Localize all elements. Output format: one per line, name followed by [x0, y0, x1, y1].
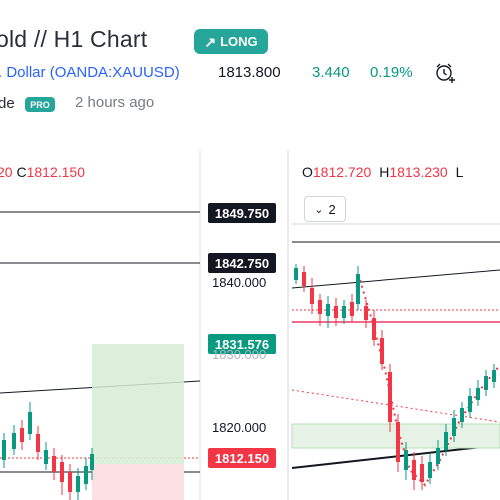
right-ohlc-legend: O1812.720 H1813.230 L [302, 164, 463, 180]
last-price: 1813.800 [218, 64, 281, 81]
left-ohlc-legend: 20 C1812.150 [0, 164, 85, 180]
right-ohlc-open-key: O [302, 164, 313, 180]
axis-tick-1830: 1830.000 [212, 347, 267, 362]
alarm-clock-icon[interactable] [432, 60, 458, 86]
arrow-up-right-icon: ↗ [204, 33, 217, 50]
collapse-count: 2 [328, 201, 336, 217]
target-zone [92, 344, 184, 464]
author-name[interactable]: de [0, 95, 15, 112]
indicator-collapse-button[interactable]: ⌄ 2 [304, 196, 346, 222]
right-candles [294, 264, 496, 490]
long-badge-label: LONG [220, 34, 258, 49]
chevron-down-icon: ⌄ [314, 203, 324, 216]
right-trend-top [291, 269, 500, 289]
idea-title: old // H1 Chart [0, 26, 148, 52]
long-badge: ↗ LONG [194, 29, 268, 54]
axis-tick-1820: 1820.000 [212, 420, 267, 435]
symbol-name-link[interactable]: Dollar [6, 64, 46, 81]
pro-badge: PRO [25, 97, 55, 112]
price-label-1849: 1849.750 [208, 203, 276, 223]
left-candles [2, 402, 94, 500]
symbol-row: ​. Dollar (OANDA:XAUUSD) [0, 64, 180, 81]
right-ohlc-low-key: L [455, 164, 464, 180]
right-dotted-line [291, 389, 500, 423]
right-ohlc-high-value: 1813.230 [389, 164, 448, 180]
price-label-1831: 1831.576 [208, 334, 276, 354]
price-change: 3.440 [312, 64, 350, 81]
price-label-1812: 1812.150 [208, 448, 276, 468]
symbol-code-link[interactable]: (OANDA:XAUUSD) [49, 64, 180, 81]
price-change-percent: 0.19% [370, 64, 413, 81]
right-projection-path [359, 279, 500, 487]
published-time: 2 hours ago [75, 94, 155, 111]
left-ohlc-close-value: 1812.150 [26, 164, 85, 180]
left-ohlc-close-key: C [16, 164, 27, 180]
left-ohlc-open-tail: 20 [0, 164, 13, 180]
price-label-1842: 1842.750 [208, 253, 276, 273]
right-ohlc-open-value: 1812.720 [312, 164, 372, 180]
stop-zone [92, 464, 184, 500]
right-ohlc-high-key: H [379, 164, 390, 180]
axis-tick-1840: 1840.000 [212, 275, 267, 290]
chart-canvas[interactable] [0, 150, 500, 500]
